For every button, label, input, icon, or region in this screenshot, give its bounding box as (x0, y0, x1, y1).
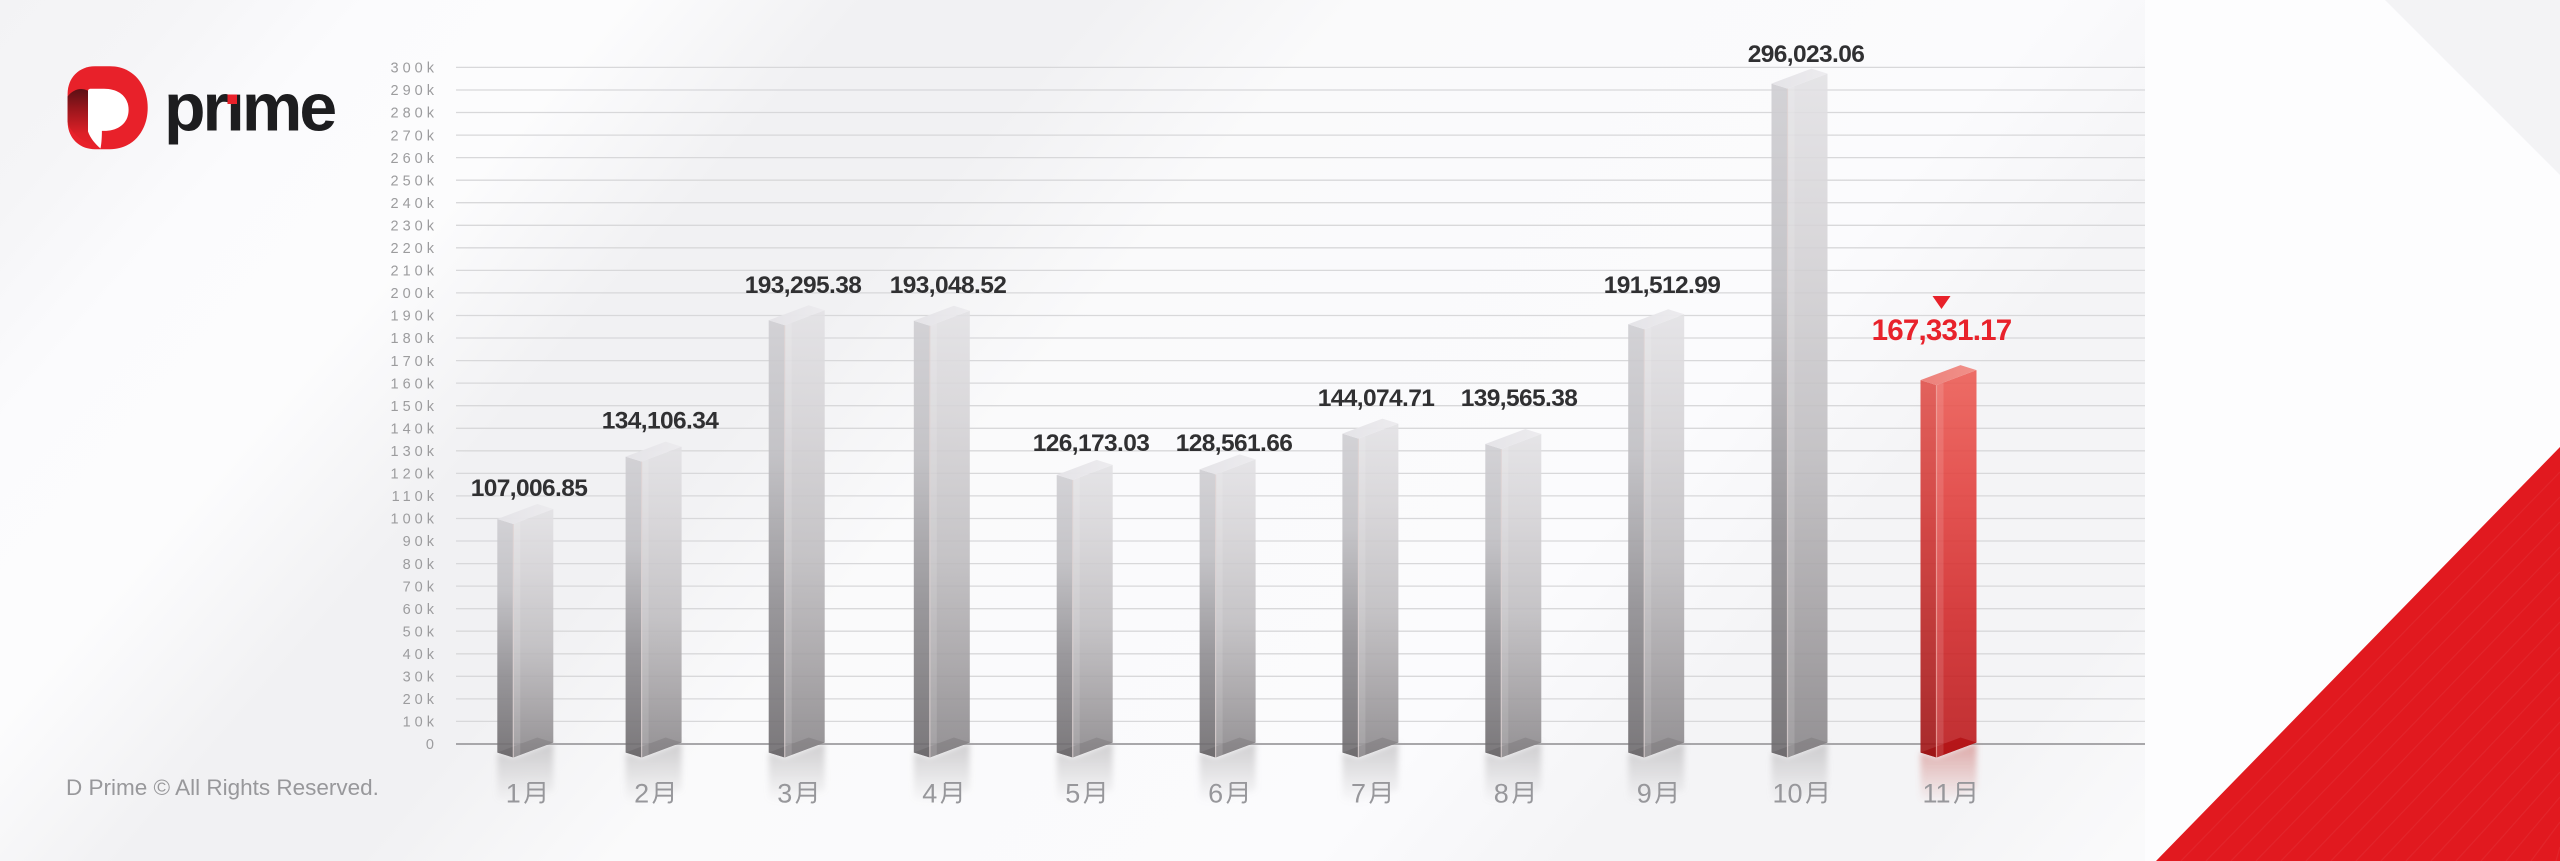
svg-text:190k: 190k (391, 309, 438, 325)
svg-text:160k: 160k (391, 376, 438, 392)
svg-text:250k: 250k (391, 173, 438, 189)
svg-text:10k: 10k (403, 715, 438, 731)
svg-text:6: 6 (1208, 779, 1223, 809)
svg-text:130k: 130k (391, 444, 438, 460)
svg-text:139,565.38: 139,565.38 (1461, 385, 1578, 412)
svg-text:50k: 50k (403, 624, 438, 640)
svg-text:220k: 220k (391, 241, 438, 257)
svg-text:296,023.06: 296,023.06 (1748, 41, 1865, 68)
svg-text:4: 4 (922, 779, 937, 809)
svg-text:180k: 180k (391, 331, 438, 347)
svg-text:191,512.99: 191,512.99 (1604, 272, 1721, 299)
svg-text:120k: 120k (391, 467, 438, 483)
svg-text:8: 8 (1494, 779, 1509, 809)
svg-text:30k: 30k (403, 670, 438, 686)
svg-text:210k: 210k (391, 264, 438, 280)
svg-text:280k: 280k (391, 106, 438, 122)
svg-text:193,048.52: 193,048.52 (890, 272, 1007, 299)
svg-text:prıme: prıme (164, 70, 335, 146)
svg-text:1: 1 (506, 779, 521, 809)
svg-text:40k: 40k (403, 647, 438, 663)
svg-text:7: 7 (1351, 779, 1366, 809)
svg-text:200k: 200k (391, 286, 438, 302)
svg-text:270k: 270k (391, 128, 438, 144)
svg-text:100k: 100k (391, 512, 438, 528)
svg-text:9: 9 (1637, 779, 1652, 809)
svg-text:3: 3 (777, 779, 792, 809)
svg-text:144,074.71: 144,074.71 (1318, 385, 1435, 412)
svg-text:107,006.85: 107,006.85 (471, 475, 588, 502)
svg-text:70k: 70k (403, 579, 438, 595)
svg-text:167,331.17: 167,331.17 (1872, 314, 2012, 347)
svg-text:60k: 60k (403, 602, 438, 618)
svg-text:80k: 80k (403, 557, 438, 573)
svg-text:260k: 260k (391, 151, 438, 167)
svg-text:11: 11 (1923, 779, 1951, 809)
svg-text:5: 5 (1065, 779, 1080, 809)
svg-text:126,173.03: 126,173.03 (1033, 430, 1150, 457)
svg-text:110k: 110k (392, 489, 438, 505)
svg-text:150k: 150k (391, 399, 438, 415)
svg-text:2: 2 (634, 779, 649, 809)
svg-text:170k: 170k (391, 354, 438, 370)
svg-text:290k: 290k (391, 83, 438, 99)
svg-text:0: 0 (426, 737, 438, 753)
svg-text:D Prime © All Rights Reserved.: D Prime © All Rights Reserved. (66, 775, 379, 800)
svg-text:10: 10 (1773, 779, 1803, 809)
svg-text:134,106.34: 134,106.34 (602, 407, 720, 434)
svg-text:193,295.38: 193,295.38 (745, 272, 862, 299)
svg-text:230k: 230k (391, 219, 438, 235)
svg-text:240k: 240k (391, 196, 438, 212)
svg-text:128,561.66: 128,561.66 (1176, 430, 1293, 457)
svg-text:20k: 20k (403, 692, 438, 708)
svg-text:90k: 90k (403, 534, 438, 550)
svg-text:140k: 140k (391, 422, 438, 438)
svg-text:300k: 300k (391, 61, 438, 77)
